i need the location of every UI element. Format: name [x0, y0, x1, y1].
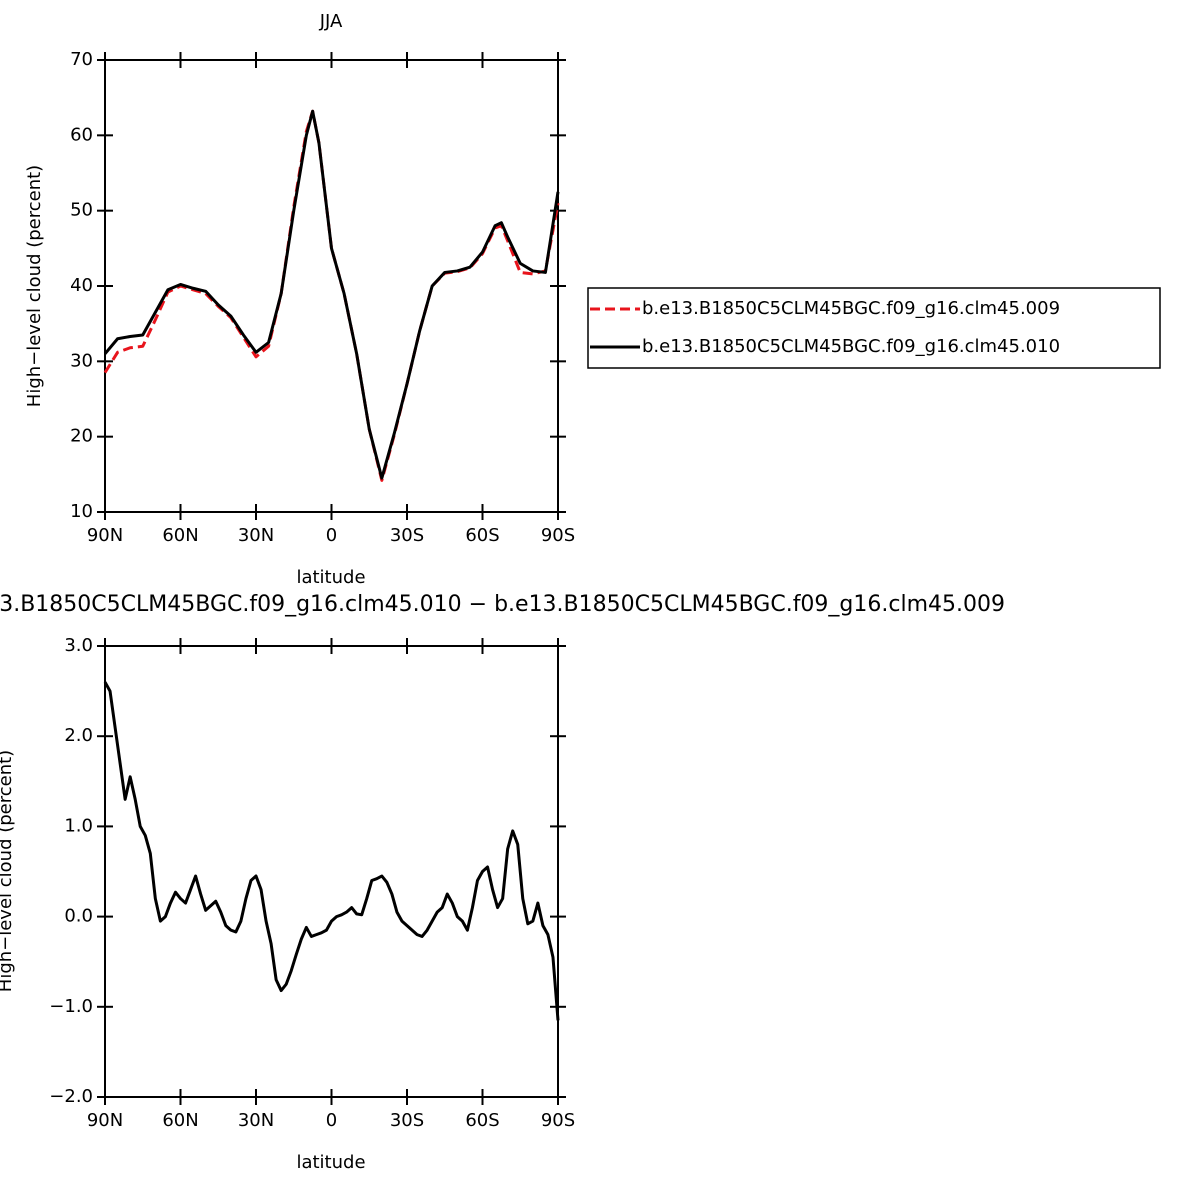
y-tick-label: 70: [70, 49, 93, 70]
x-tick-label: 60N: [162, 525, 198, 546]
y-tick-label: 0.0: [64, 906, 93, 927]
x-tick-label: 90N: [87, 525, 123, 546]
x-tick-label: 90S: [541, 1110, 575, 1131]
plot-frame: [104, 59, 559, 513]
x-tick-label: 90S: [541, 525, 575, 546]
y-tick-label: 50: [70, 200, 93, 221]
x-tick-label: 0: [326, 525, 337, 546]
legend-label: b.e13.B1850C5CLM45BGC.f09_g16.clm45.010: [642, 336, 1060, 357]
x-axis-label: latitude: [296, 567, 365, 588]
x-axis-label: latitude: [296, 1152, 365, 1173]
y-tick-label: 10: [70, 501, 93, 522]
y-tick-label: 1.0: [64, 815, 93, 836]
y-tick-label: 60: [70, 124, 93, 145]
y-tick-label: −1.0: [49, 996, 93, 1017]
x-tick-label: 90N: [87, 1110, 123, 1131]
data-line: [103, 109, 560, 480]
data-line: [103, 681, 560, 1021]
x-tick-label: 30S: [390, 1110, 424, 1131]
x-tick-label: 60S: [465, 1110, 499, 1131]
x-tick-label: 60S: [465, 525, 499, 546]
y-tick-label: 20: [70, 426, 93, 447]
y-tick-label: −2.0: [49, 1086, 93, 1107]
y-tick-label: 40: [70, 275, 93, 296]
x-tick-label: 30N: [238, 1110, 274, 1131]
y-axis-label: High−level cloud (percent): [24, 165, 45, 407]
x-tick-label: 0: [326, 1110, 337, 1131]
legend-box: [587, 287, 1161, 369]
x-tick-label: 30N: [238, 525, 274, 546]
y-tick-label: 2.0: [64, 725, 93, 746]
x-tick-label: 30S: [390, 525, 424, 546]
data-line: [103, 109, 560, 482]
chart-title: JJA: [319, 11, 343, 32]
chart-title: b.e13.B1850C5CLM45BGC.f09_g16.clm45.010 …: [0, 592, 1005, 617]
y-tick-label: 3.0: [64, 635, 93, 656]
x-tick-label: 60N: [162, 1110, 198, 1131]
y-tick-label: 30: [70, 350, 93, 371]
y-axis-label: High−level cloud (percent): [0, 750, 16, 992]
legend-label: b.e13.B1850C5CLM45BGC.f09_g16.clm45.009: [642, 298, 1060, 319]
